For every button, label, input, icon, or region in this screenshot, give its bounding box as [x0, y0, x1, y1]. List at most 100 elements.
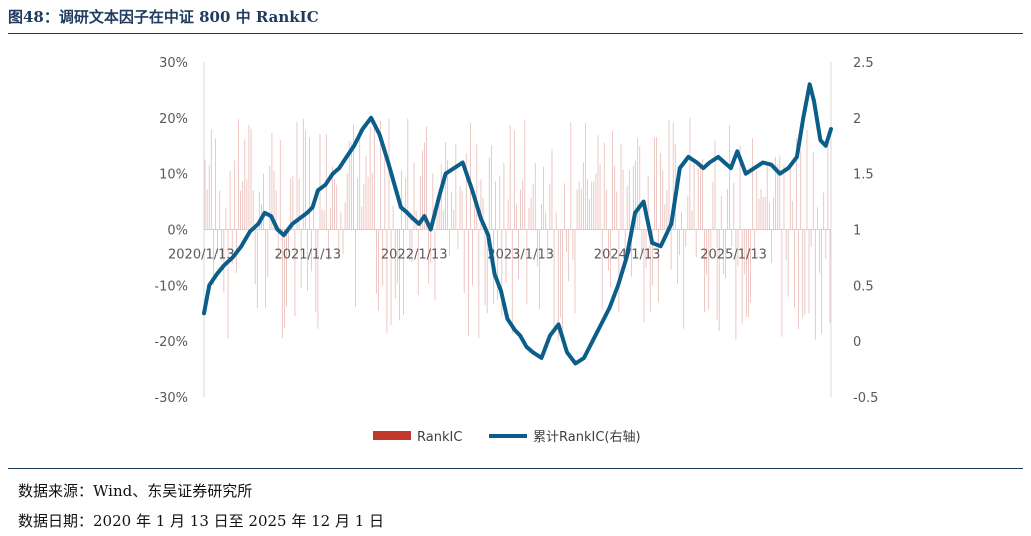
rankic-bar: [739, 145, 741, 230]
rankic-bar: [587, 179, 588, 230]
rankic-bar: [522, 179, 524, 230]
rankic-bar: [413, 162, 415, 230]
rankic-bar: [681, 211, 682, 230]
rankic-bar: [697, 167, 699, 230]
rankic-bar: [699, 165, 701, 230]
rankic-bar: [570, 122, 572, 230]
rankic-bar: [399, 229, 400, 321]
rankic-bar: [256, 229, 258, 309]
rankic-bar: [252, 190, 254, 230]
rankic-bar: [743, 229, 745, 275]
rankic-bar: [505, 229, 507, 283]
rankic-bar: [771, 229, 772, 264]
rankic-bar: [472, 229, 473, 286]
rankic-bar: [819, 229, 820, 273]
rankic-bar: [687, 195, 689, 230]
rankic-bar: [206, 189, 208, 230]
rankic-bar: [309, 137, 310, 230]
rankic-bar: [509, 125, 511, 230]
rankic-bar: [298, 178, 300, 230]
rankic-bar: [683, 229, 685, 329]
rankic-bar: [670, 229, 672, 270]
rankic-bar: [752, 138, 754, 230]
right-tick-label: 1: [853, 224, 861, 239]
rankic-bar: [401, 170, 402, 230]
rankic-bar: [470, 122, 471, 230]
rankic-bar: [637, 138, 639, 230]
rankic-bar: [407, 118, 409, 230]
rankic-bar: [676, 229, 678, 284]
rankic-bar: [313, 198, 315, 230]
rankic-bar: [296, 121, 298, 230]
footer-rule: [8, 468, 1023, 469]
rankic-bar: [346, 173, 348, 230]
rankic-bar: [768, 202, 770, 230]
rankic-bar: [536, 229, 538, 267]
rankic-bar: [223, 229, 225, 293]
rankic-bar: [265, 229, 267, 308]
rankic-bar: [369, 126, 371, 230]
rankic-bar: [612, 130, 613, 230]
rankic-bar: [610, 229, 611, 288]
rankic-bar: [497, 229, 499, 301]
rankic-bar: [649, 229, 651, 312]
rankic-bar: [302, 118, 304, 230]
rankic-bar: [384, 146, 386, 230]
rankic-bar: [620, 143, 622, 230]
rankic-bar: [444, 142, 446, 230]
rankic-bar: [330, 207, 331, 230]
rankic-bar: [572, 229, 574, 260]
source-note: 数据来源：Wind、东吴证券研究所: [18, 482, 253, 500]
rankic-bar: [647, 176, 649, 230]
rankic-bar: [204, 159, 206, 230]
rankic-bar: [304, 129, 306, 230]
rankic-bar: [507, 199, 509, 230]
rankic-bar: [246, 179, 248, 230]
rankic-bar: [321, 209, 323, 230]
rankic-bar: [545, 212, 547, 230]
rankic-bar: [279, 139, 281, 230]
rankic-bar: [601, 229, 603, 311]
rankic-bar: [578, 181, 580, 230]
rankic-bar: [689, 117, 691, 230]
rankic-bar: [334, 178, 336, 230]
rankic-bar: [633, 165, 634, 230]
rankic-bar: [440, 164, 442, 230]
cumulative-rankic-line: [202, 82, 833, 366]
rankic-bar: [373, 127, 375, 230]
rankic-bar: [823, 192, 825, 230]
rankic-bar: [804, 229, 806, 315]
rankic-bar: [745, 229, 747, 318]
rankic-bar: [459, 186, 461, 230]
rankic-bar: [706, 229, 708, 276]
rankic-bar: [614, 165, 616, 230]
rankic-bar: [779, 155, 781, 230]
rankic-bar: [704, 229, 705, 313]
rankic-bar: [829, 229, 831, 323]
rankic-bar: [551, 149, 553, 230]
rankic-bar: [332, 166, 333, 230]
rankic-bar: [233, 160, 235, 230]
rankic-bar: [693, 159, 695, 230]
rankic-bar: [258, 191, 260, 230]
rankic-bar: [386, 229, 388, 334]
rankic-bar: [737, 229, 739, 267]
rankic-bar: [455, 143, 457, 230]
rankic-bar: [750, 229, 751, 303]
rankic-bar: [718, 229, 720, 332]
rankic-bar: [787, 229, 789, 297]
rankic-bar: [442, 210, 444, 230]
rankic-bar: [735, 229, 737, 340]
rankic-bar: [284, 229, 285, 328]
rankic-bar: [447, 160, 448, 230]
rankic-bar: [388, 118, 390, 230]
rankic-bar: [557, 229, 559, 341]
rankic-bar: [777, 164, 779, 230]
rankic-bar: [378, 229, 379, 311]
rankic-bar: [791, 200, 793, 230]
rankic-bar: [484, 229, 486, 306]
rankic-bar: [760, 188, 762, 230]
chart: 30% 20% 10% 0% -10% -20% -30% 2.5 2 1.5 1 0.5 0 -0.5 2…: [154, 56, 878, 445]
rankic-bar: [396, 229, 398, 284]
rankic-bar: [338, 229, 340, 260]
